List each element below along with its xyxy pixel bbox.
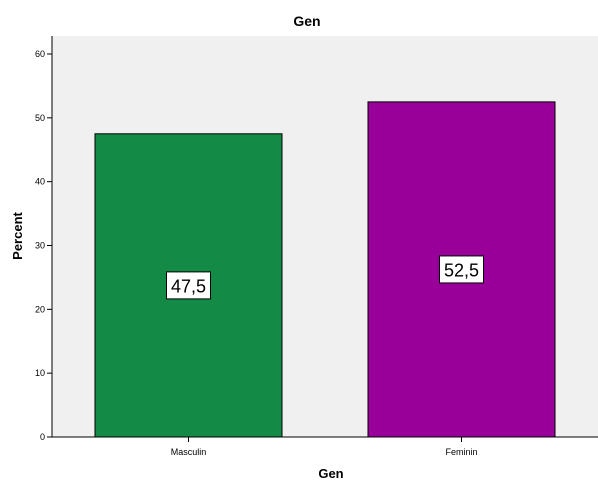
bars-group: 47,5 52,5 — [94, 101, 556, 438]
data-label-box — [439, 255, 484, 284]
y-axis: 0 10 20 30 40 50 60 — [35, 36, 53, 442]
y-tick-label: 30 — [35, 241, 45, 251]
y-tick-label: 40 — [35, 177, 45, 187]
y-tick-label: 20 — [35, 304, 45, 314]
y-tick-label: 50 — [35, 113, 45, 123]
y-tick-label: 0 — [40, 432, 45, 442]
data-label-box — [166, 271, 211, 300]
data-label: 47,5 — [171, 276, 206, 296]
x-axis-label: Gen — [318, 466, 343, 480]
y-axis-label: Percent — [10, 211, 25, 259]
x-axis: Masculin Feminin — [52, 436, 598, 457]
chart-title: Gen — [293, 13, 320, 29]
y-tick-label: 10 — [35, 368, 45, 378]
x-tick-label: Masculin — [171, 447, 207, 457]
data-label: 52,5 — [444, 260, 479, 280]
x-tick-label: Feminin — [445, 447, 477, 457]
y-tick-label: 60 — [35, 49, 45, 59]
